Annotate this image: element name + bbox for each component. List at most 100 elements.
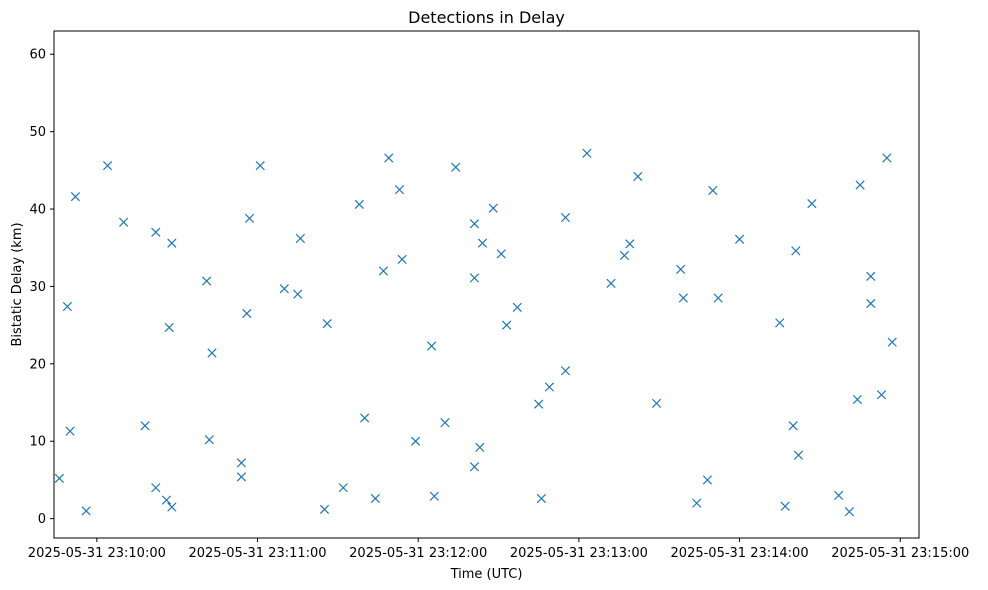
data-point: [651, 398, 662, 408]
data-point: [102, 161, 113, 171]
data-point: [293, 289, 303, 299]
data-point: [70, 192, 81, 202]
data-point: [713, 293, 723, 303]
data-point: [477, 238, 488, 248]
x-tick-label: 2025-05-31 23:14:00: [671, 546, 809, 561]
data-point: [780, 501, 790, 511]
data-point: [322, 318, 332, 329]
data-point: [81, 506, 91, 516]
data-point: [354, 199, 364, 210]
data-point: [844, 507, 854, 517]
data-point: [876, 390, 887, 400]
data-point: [384, 153, 394, 163]
data-point: [852, 394, 863, 405]
y-axis: 0 10 20 30 40 50 60: [29, 48, 54, 527]
data-point: [834, 490, 844, 501]
y-tick-label: 50: [29, 125, 46, 140]
x-tick-label: 2025-05-31 23:10:00: [28, 546, 166, 561]
x-tick-label: 2025-05-31 23:12:00: [349, 546, 487, 561]
data-point: [360, 413, 370, 423]
data-point: [378, 266, 389, 276]
data-point: [788, 421, 798, 431]
data-point: [242, 308, 252, 319]
data-point: [734, 234, 745, 244]
data-point: [204, 435, 214, 445]
data-point: [394, 185, 405, 195]
data-point: [560, 366, 571, 376]
data-point: [161, 495, 172, 505]
data-point: [855, 180, 865, 190]
data-point: [397, 254, 407, 264]
plot-frame: [53, 30, 920, 539]
y-tick-label: 60: [29, 48, 46, 63]
data-point: [236, 472, 247, 482]
data-point: [295, 233, 306, 244]
data-point: [151, 483, 161, 493]
data-point: [475, 442, 485, 453]
data-point: [536, 493, 547, 504]
data-point: [582, 148, 592, 158]
data-point: [676, 264, 686, 275]
data-point: [708, 185, 718, 196]
data-point: [167, 238, 177, 248]
data-point: [370, 493, 380, 504]
data-point: [469, 273, 480, 283]
data-point: [451, 162, 461, 172]
y-tick-label: 40: [29, 203, 46, 218]
data-point: [560, 212, 571, 223]
data-point: [167, 502, 177, 512]
chart-title: Detections in Delay: [408, 8, 565, 27]
data-point: [866, 298, 876, 309]
data-point: [236, 458, 247, 468]
data-point: [338, 483, 348, 493]
data-point: [469, 219, 480, 229]
x-tick-label: 2025-05-31 23:13:00: [510, 546, 648, 561]
data-point: [619, 250, 630, 261]
y-tick-label: 20: [29, 357, 46, 372]
x-axis-label: Time (UTC): [450, 567, 523, 582]
data-point: [54, 473, 64, 484]
plot-area: [54, 148, 897, 517]
data-point: [469, 462, 480, 472]
x-tick-label: 2025-05-31 23:15:00: [831, 546, 969, 561]
data-point: [202, 276, 212, 286]
data-point: [65, 426, 75, 436]
data-point: [164, 322, 174, 333]
data-point: [793, 450, 804, 460]
data-point: [207, 348, 217, 358]
data-point: [775, 318, 785, 328]
data-point: [488, 203, 498, 213]
data-point: [866, 271, 876, 281]
data-point: [255, 161, 265, 171]
y-tick-label: 30: [29, 280, 46, 295]
data-point: [496, 249, 506, 259]
data-point: [140, 421, 150, 431]
data-point: [534, 399, 544, 409]
data-point: [501, 320, 512, 330]
data-point: [319, 504, 330, 514]
data-point: [410, 436, 421, 446]
data-point: [606, 278, 616, 288]
data-point: [62, 301, 73, 312]
data-point: [426, 341, 437, 351]
data-point: [440, 418, 450, 428]
data-point: [625, 239, 635, 249]
data-point: [692, 498, 702, 508]
data-point: [544, 382, 555, 392]
data-point: [119, 217, 129, 227]
data-point: [887, 337, 897, 347]
data-point: [882, 153, 892, 163]
data-point: [807, 198, 817, 209]
x-tick-label: 2025-05-31 23:11:00: [188, 546, 326, 561]
data-point: [678, 293, 688, 303]
data-point: [429, 491, 439, 501]
data-point: [633, 171, 643, 182]
data-point: [791, 246, 801, 256]
y-tick-label: 10: [29, 435, 46, 450]
data-point: [512, 302, 522, 312]
x-axis: 2025-05-31 23:10:00 2025-05-31 23:11:00 20…: [28, 538, 969, 561]
data-point: [151, 227, 161, 237]
data-point: [244, 213, 255, 223]
